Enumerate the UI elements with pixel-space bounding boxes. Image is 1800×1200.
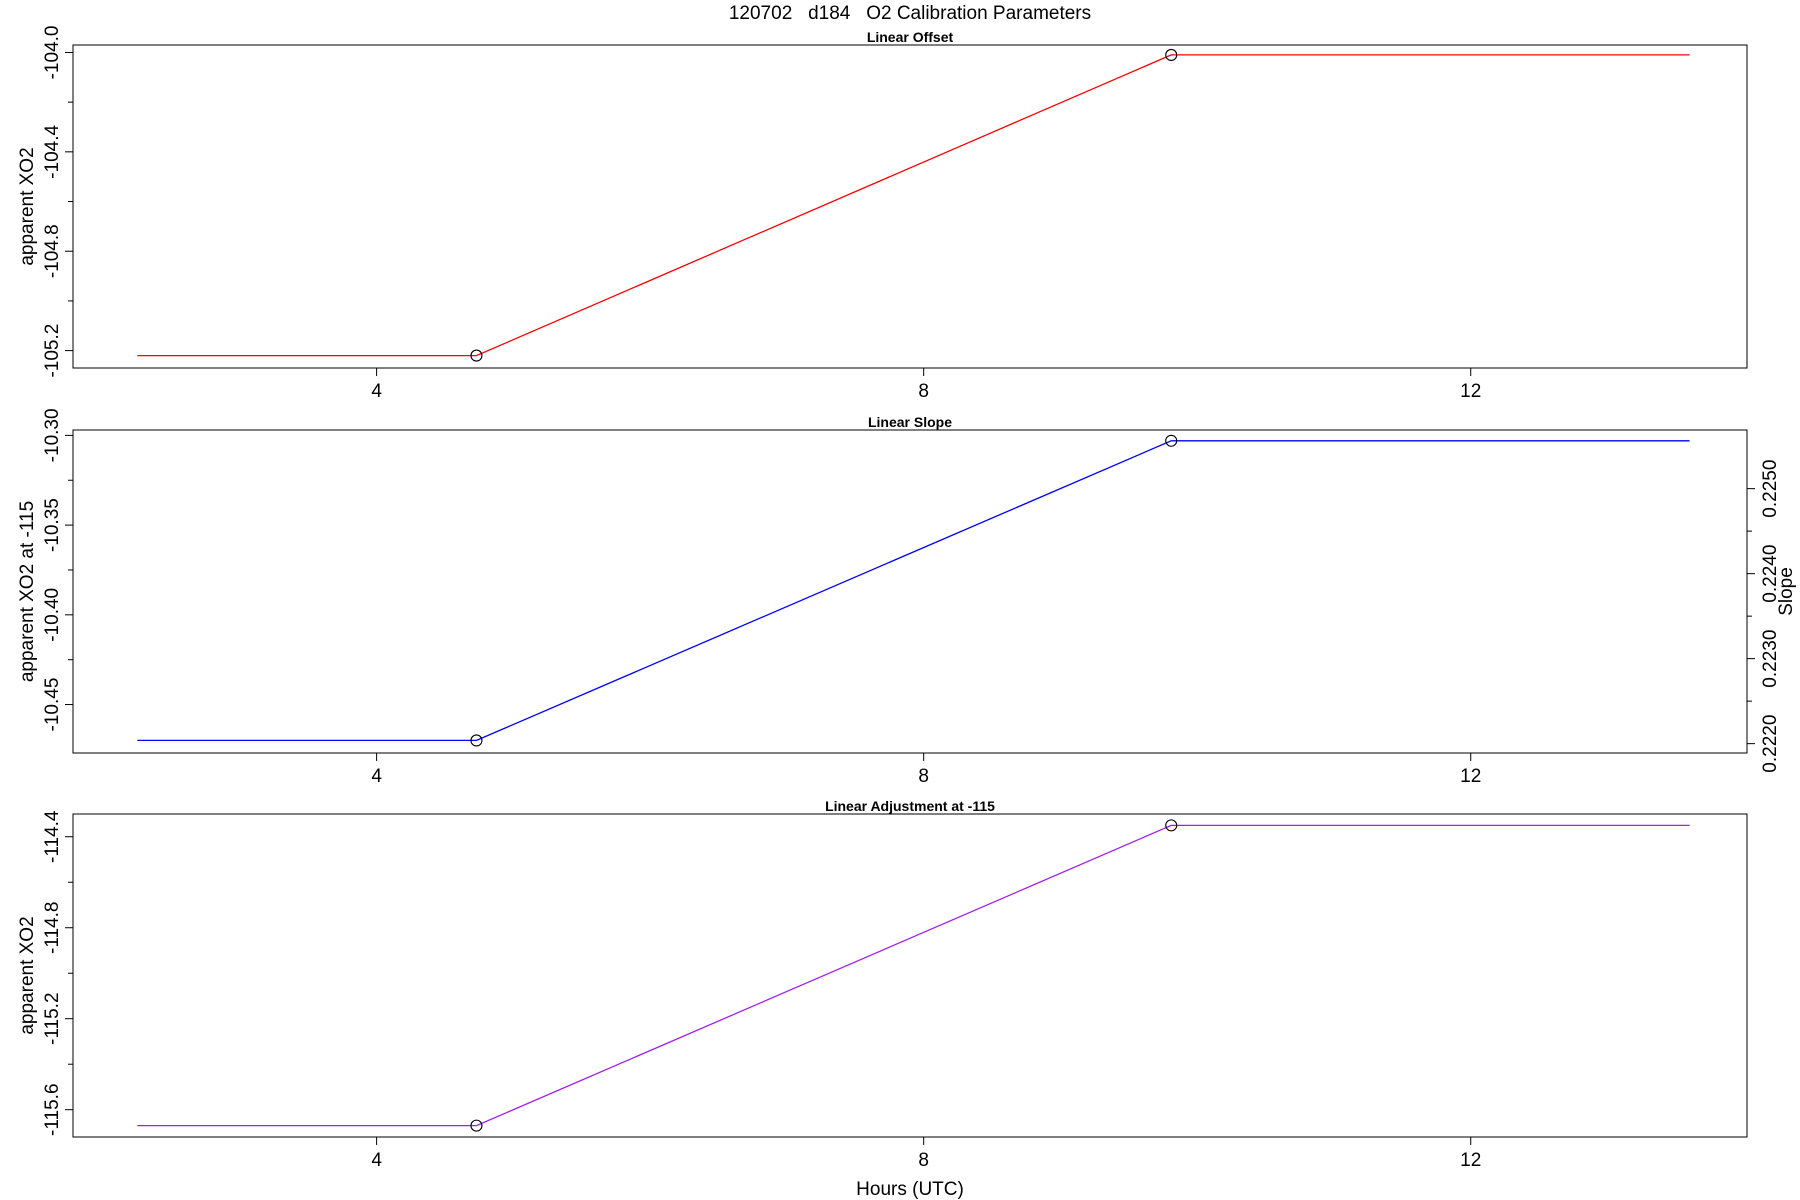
panel-3-title: Linear Adjustment at -115 bbox=[825, 798, 995, 814]
y-tick-label: -10.40 bbox=[42, 588, 63, 642]
x-tick-label: 4 bbox=[371, 381, 382, 402]
y2-tick-label: 0.2240 bbox=[1760, 545, 1781, 603]
y-tick-label: -10.35 bbox=[42, 498, 63, 552]
x-tick-label: 8 bbox=[918, 766, 929, 787]
x-tick-label: 8 bbox=[918, 1150, 929, 1171]
x-tick-label: 12 bbox=[1460, 381, 1481, 402]
panel-1-title: Linear Offset bbox=[867, 29, 954, 45]
y-tick-label: -105.2 bbox=[42, 324, 63, 378]
y-axis-label: apparent XO2 at -115 bbox=[17, 501, 38, 682]
panel-2-title: Linear Slope bbox=[868, 414, 952, 430]
y-tick-label: -114.4 bbox=[42, 810, 63, 863]
y2-tick-label: 0.2230 bbox=[1760, 630, 1781, 688]
y-tick-label: -10.45 bbox=[42, 678, 63, 732]
series-line bbox=[137, 54, 1690, 357]
y-axis-label: apparent XO2 bbox=[17, 147, 38, 265]
y2-tick-label: 0.2250 bbox=[1760, 460, 1781, 518]
y-axis-label: apparent XO2 bbox=[17, 916, 38, 1034]
data-point-marker bbox=[1165, 819, 1178, 832]
y-tick-label: -10.30 bbox=[42, 408, 63, 462]
data-point-marker bbox=[1165, 48, 1178, 61]
series-line bbox=[137, 824, 1690, 1127]
data-point-marker bbox=[470, 1119, 483, 1132]
y2-tick-label: 0.2220 bbox=[1760, 715, 1781, 773]
x-tick-label: 12 bbox=[1460, 1150, 1481, 1171]
x-tick-label: 12 bbox=[1460, 766, 1481, 787]
panel-3-frame bbox=[72, 813, 1748, 1138]
figure-title: 120702 d184 O2 Calibration Parameters bbox=[729, 3, 1091, 24]
y-tick-label: -104.0 bbox=[42, 26, 63, 80]
data-point-marker bbox=[470, 349, 483, 362]
data-point-marker bbox=[1165, 434, 1178, 447]
panel-2-frame bbox=[72, 429, 1748, 754]
x-tick-label: 8 bbox=[918, 381, 929, 402]
y-tick-label: -114.8 bbox=[42, 901, 63, 953]
y-tick-label: -104.4 bbox=[42, 124, 63, 178]
data-point-marker bbox=[470, 734, 483, 747]
series-line bbox=[137, 440, 1690, 742]
panel-1-frame bbox=[72, 44, 1748, 369]
y-tick-label: -115.2 bbox=[42, 992, 63, 1044]
y-tick-label: -115.6 bbox=[42, 1083, 63, 1135]
y-tick-label: -104.8 bbox=[42, 224, 63, 278]
x-tick-label: 4 bbox=[371, 766, 382, 787]
y2-axis-label: Slope bbox=[1776, 567, 1797, 616]
x-tick-label: 4 bbox=[371, 1150, 382, 1171]
x-axis-label: Hours (UTC) bbox=[856, 1179, 964, 1200]
